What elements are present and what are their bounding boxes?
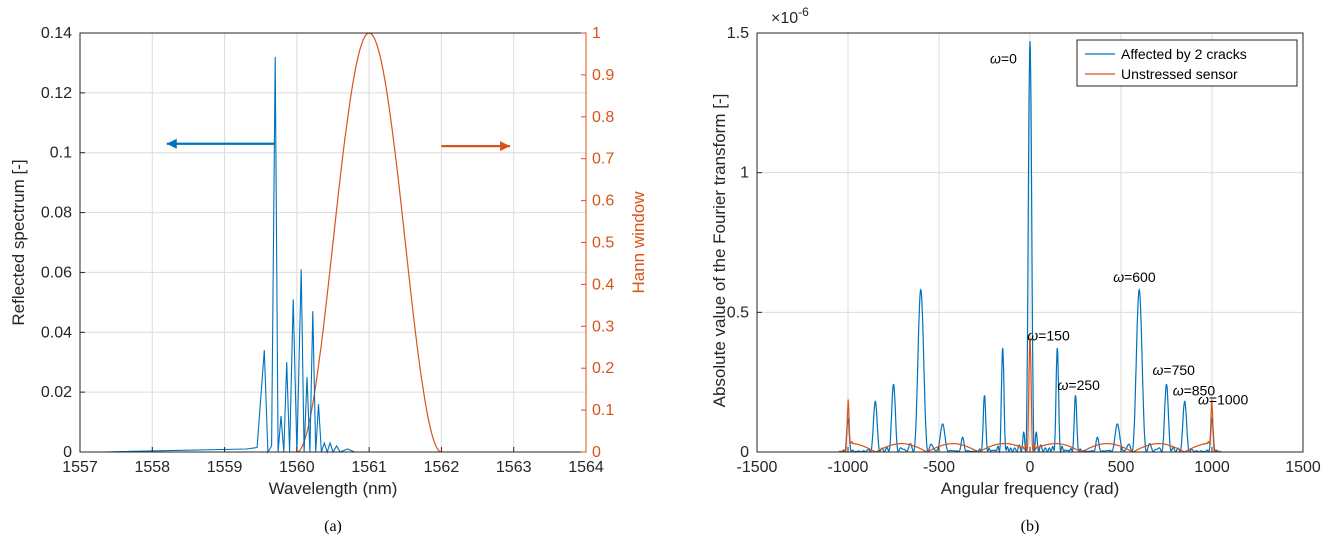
omega-symbol: ω: [1113, 269, 1124, 285]
panel-b-x-tick-label: -1500: [737, 459, 778, 476]
panel-b-annotation: ω=600: [1113, 269, 1156, 285]
panel-a-y-tick-label: 0.1: [50, 145, 72, 162]
panel-b: -1500 -1000 -500 0 500 1000 1500 00.511.5 ω=0ω…: [710, 5, 1321, 535]
panel-b-y-axis-label: Absolute value of the Fourier transform …: [710, 94, 729, 408]
panel-a-y-tick-label: 0.12: [41, 85, 72, 102]
panel-b-x-axis-label: Angular frequency (rad): [941, 479, 1120, 498]
panel-b-y-tick-label: 1.5: [727, 25, 749, 42]
panel-a-reflected-spectrum-series: [101, 56, 536, 454]
panel-a: 1557 1558 1559 1560 1561 1562 1563 1564 0 0.02 0.…: [9, 25, 648, 535]
panel-b-annotation: ω=0: [990, 50, 1017, 66]
panel-b-x-tick-label: 1500: [1285, 459, 1321, 476]
panel-b-x-tick-label: 1000: [1194, 459, 1230, 476]
legend-label-unstressed: Unstressed sensor: [1121, 66, 1238, 82]
panel-a-y-axis-label: Reflected spectrum [-]: [9, 159, 28, 325]
omega-value: =1000: [1209, 391, 1249, 407]
panel-a-x-tick-label: 1563: [496, 459, 532, 476]
omega-symbol: ω: [1058, 377, 1069, 393]
panel-a-arrows: [166, 138, 511, 152]
panel-a-y2-tick-label: 0.9: [592, 67, 614, 84]
panel-a-y2-ticks: 0 0.1 0.2 0.3 0.4 0.5 0.6 0.7 0.8 0.9 1: [581, 25, 614, 461]
panel-b-unstressed-line: [838, 337, 1222, 453]
panel-b-y-tick-label: 0: [740, 444, 749, 461]
panel-a-x-tick-label: 1564: [568, 459, 604, 476]
panel-a-y2-tick-label: 0.1: [592, 402, 614, 419]
panel-b-x-ticks: -1500 -1000 -500 0 500 1000 1500: [737, 447, 1321, 476]
panel-b-y-multiplier-base: ×10: [771, 10, 798, 27]
panel-b-x-tick-label: 0: [1026, 459, 1035, 476]
omega-value: =250: [1068, 377, 1100, 393]
panel-a-y2-tick-label: 0.8: [592, 109, 614, 126]
panel-a-y2-tick-label: 0.3: [592, 318, 614, 335]
panel-b-grid: [757, 33, 1303, 452]
panel-b-caption: (b): [1021, 518, 1040, 535]
panel-a-y-tick-label: 0.04: [41, 324, 72, 341]
panel-a-x-tick-label: 1558: [134, 459, 170, 476]
omega-symbol: ω: [1173, 383, 1184, 399]
panel-a-grid: [79, 33, 587, 452]
panel-a-x-ticks: 1557 1558 1559 1560 1561 1562 1563 1564: [62, 447, 604, 476]
panel-b-annotation: ω=1000: [1198, 391, 1248, 407]
panel-b-legend: Affected by 2 cracks Unstressed sensor: [1076, 39, 1298, 87]
panel-b-annotation: ω=150: [1027, 328, 1070, 344]
omega-value: =600: [1124, 269, 1156, 285]
panel-a-y-tick-label: 0.14: [41, 25, 72, 42]
panel-a-x-tick-label: 1557: [62, 459, 98, 476]
panel-a-x-tick-label: 1559: [207, 459, 243, 476]
panel-b-y-tick-label: 0.5: [727, 304, 749, 321]
legend-box: [1076, 39, 1298, 87]
panel-b-annotation: ω=250: [1058, 377, 1101, 393]
panel-b-series: [838, 41, 1222, 454]
panel-a-y-tick-label: 0.08: [41, 205, 72, 222]
panel-a-y2-tick-label: 0.7: [592, 151, 614, 168]
panel-b-annotation: ω=850: [1173, 383, 1216, 399]
omega-value: =0: [1001, 50, 1017, 66]
panel-b-x-tick-label: -500: [923, 459, 955, 476]
panel-b-y-tick-label: 1: [740, 165, 749, 182]
panel-a-caption: (a): [324, 518, 342, 535]
panel-b-affected-line: [838, 41, 1222, 454]
omega-symbol: ω: [1027, 328, 1038, 344]
panel-b-x-tick-label: -1000: [828, 459, 869, 476]
panel-b-y-ticks: 0 0.5 1 1.5: [727, 25, 762, 461]
panel-b-y-multiplier: ×10-6: [771, 5, 809, 27]
omega-value: =150: [1038, 328, 1070, 344]
panel-b-y-multiplier-exponent: -6: [798, 5, 809, 19]
panel-a-y-ticks: 0 0.02 0.04 0.06 0.08 0.1 0.12 0.14: [41, 25, 85, 461]
panel-a-y2-tick-label: 0: [592, 444, 601, 461]
panel-a-right-arrow-head: [500, 141, 511, 152]
panel-b-annotation: ω=750: [1153, 362, 1196, 378]
panel-a-x-tick-label: 1562: [424, 459, 460, 476]
panel-a-y2-tick-label: 0.5: [592, 235, 614, 252]
panel-a-y-tick-label: 0.06: [41, 264, 72, 281]
panel-a-y-tick-label: 0.02: [41, 384, 72, 401]
panel-a-y-tick-label: 0: [63, 444, 72, 461]
panel-a-y2-axis-label: Hann window: [629, 191, 648, 294]
panel-a-y2-tick-label: 0.6: [592, 193, 614, 210]
panel-a-y2-tick-label: 1: [592, 25, 601, 42]
panel-a-y2-tick-label: 0.2: [592, 360, 614, 377]
omega-symbol: ω: [990, 50, 1001, 66]
panel-a-left-arrow-head: [166, 138, 177, 149]
panel-a-spectrum-line: [101, 56, 536, 454]
omega-symbol: ω: [1153, 362, 1164, 378]
legend-label-affected: Affected by 2 cracks: [1121, 46, 1247, 62]
omega-symbol: ω: [1198, 391, 1209, 407]
panel-a-y2-tick-label: 0.4: [592, 276, 614, 293]
panel-a-x-tick-label: 1561: [351, 459, 387, 476]
omega-value: =850: [1184, 383, 1216, 399]
panel-b-x-tick-label: 500: [1108, 459, 1135, 476]
omega-value: =750: [1163, 362, 1195, 378]
panel-a-x-tick-label: 1560: [279, 459, 315, 476]
panel-a-x-axis-label: Wavelength (nm): [269, 479, 398, 498]
